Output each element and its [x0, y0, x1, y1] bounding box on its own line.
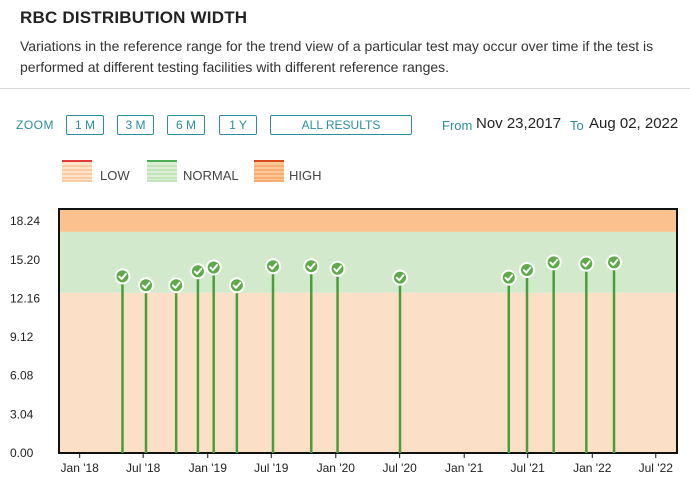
result-point — [500, 269, 517, 286]
y-tick-label: 18.24 — [10, 214, 40, 228]
check-icon — [307, 262, 316, 270]
zoom-3m-button[interactable]: 3 M — [117, 115, 154, 135]
low-legend-swatch — [62, 160, 92, 182]
x-tick-label: Jul '19 — [254, 461, 289, 475]
result-point — [228, 277, 245, 294]
check-icon — [118, 272, 127, 280]
low-range-band — [59, 292, 677, 453]
page-title: RBC DISTRIBUTION WIDTH — [20, 8, 248, 27]
result-point — [137, 277, 154, 294]
zoom-toolbar: ZOOM 1 M 3 M 6 M 1 Y ALL RESULTS From No… — [0, 112, 690, 138]
result-point — [392, 269, 409, 286]
from-date[interactable]: Nov 23,2017 — [476, 115, 562, 132]
chart-legend: LOW NORMAL HIGH — [0, 158, 690, 188]
trend-chart: 18.24 15.20 12.16 9.12 6.08 3.04 0.00 Jan '18 Ju… — [10, 208, 678, 475]
check-icon — [549, 258, 559, 266]
check-icon — [209, 264, 219, 272]
to-label: To — [570, 118, 584, 133]
check-icon — [522, 266, 532, 274]
result-point — [264, 258, 281, 275]
check-icon — [395, 274, 405, 282]
y-tick-label: 0.00 — [10, 446, 34, 460]
high-range-band — [59, 209, 677, 232]
normal-legend-swatch — [147, 160, 177, 182]
result-point — [329, 260, 346, 277]
check-icon — [232, 281, 242, 289]
check-icon — [582, 260, 591, 268]
reference-range-note: Variations in the reference range for th… — [20, 38, 654, 75]
y-tick-label: 3.04 — [10, 407, 34, 421]
result-point — [114, 268, 131, 285]
high-legend-swatch — [254, 160, 284, 182]
zoom-label: ZOOM — [16, 118, 54, 132]
plot-frame — [58, 208, 678, 454]
check-icon — [268, 262, 278, 270]
result-point — [303, 258, 320, 275]
check-icon — [193, 267, 203, 275]
x-tick-label: Jan '21 — [445, 461, 484, 475]
x-tick-label: Jan '22 — [573, 461, 612, 475]
y-tick-label: 9.12 — [10, 330, 34, 344]
x-tick-label: Jan '19 — [189, 461, 228, 475]
y-tick-label: 6.08 — [10, 369, 34, 383]
high-legend-label: HIGH — [289, 168, 322, 183]
x-tick-label: Jul '18 — [126, 461, 161, 475]
y-tick-label: 15.20 — [10, 253, 40, 267]
low-legend-label: LOW — [100, 168, 130, 183]
zoom-1y-button[interactable]: 1 Y — [219, 115, 257, 135]
check-icon — [333, 265, 342, 273]
zoom-1m-button[interactable]: 1 M — [66, 115, 104, 135]
check-icon — [504, 274, 514, 282]
check-icon — [609, 258, 619, 266]
result-point — [578, 255, 595, 272]
check-icon — [171, 281, 181, 289]
normal-legend-label: NORMAL — [183, 168, 239, 183]
x-tick-label: Jul '21 — [511, 461, 546, 475]
report-header: RBC DISTRIBUTION WIDTH Variations in the… — [0, 0, 690, 89]
zoom-all-results-button[interactable]: ALL RESULTS — [270, 115, 412, 135]
result-point — [545, 254, 562, 271]
x-tick-label: Jan '20 — [317, 461, 356, 475]
y-tick-label: 12.16 — [10, 291, 40, 305]
result-point — [519, 262, 536, 278]
result-point — [168, 277, 185, 294]
x-tick-label: Jul '22 — [639, 461, 674, 475]
result-point — [189, 263, 206, 280]
to-date[interactable]: Aug 02, 2022 — [589, 115, 679, 132]
check-icon — [141, 281, 151, 289]
result-point — [606, 254, 623, 271]
result-point — [205, 259, 222, 276]
x-tick-label: Jul '20 — [382, 461, 417, 475]
from-label: From — [442, 118, 473, 133]
normal-range-band — [59, 231, 677, 293]
zoom-6m-button[interactable]: 6 M — [167, 115, 205, 135]
x-tick-label: Jan '18 — [61, 461, 100, 475]
